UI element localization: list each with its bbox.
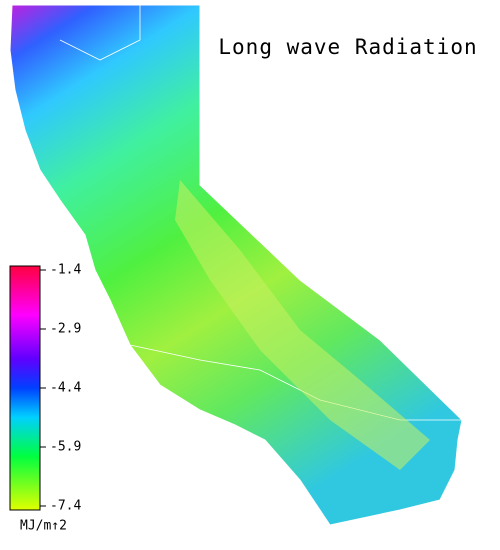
desert-highlight bbox=[175, 180, 430, 470]
colorbar-tick-label: -1.4 bbox=[50, 263, 81, 278]
colorbar-unit: MJ/m↑2 bbox=[20, 519, 67, 534]
colorbar-tick-label: -5.9 bbox=[50, 440, 81, 455]
county-lines bbox=[59, 5, 141, 61]
map-title: Long wave Radiation bbox=[218, 35, 477, 59]
colorbar-tick-label: -4.4 bbox=[50, 381, 81, 396]
county-lines bbox=[129, 344, 462, 421]
colorbar bbox=[9, 265, 41, 511]
colorbar-tick-label: -2.9 bbox=[50, 322, 81, 337]
colorbar-tick-label: -7.4 bbox=[50, 499, 81, 514]
